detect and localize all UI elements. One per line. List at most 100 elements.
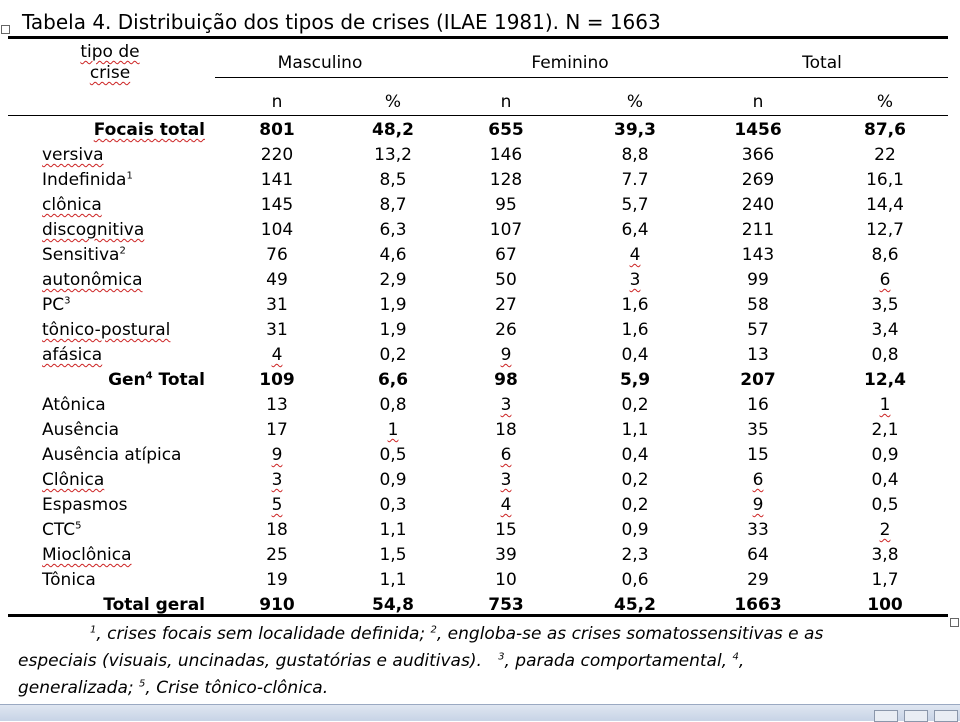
pct-header-masc: %: [384, 92, 402, 112]
row-label: Gen4 Total: [108, 370, 205, 390]
table-cell: 31: [266, 295, 288, 315]
table-cell: 3: [500, 470, 512, 490]
table-cell: 6: [752, 470, 764, 490]
table-cell: 207: [740, 370, 776, 390]
table-cell: 3,4: [871, 320, 899, 340]
row-label: Sensitiva2: [42, 245, 126, 265]
tipo-de-crise-header: tipo de crise: [80, 42, 140, 83]
table-cell: 4: [271, 345, 283, 365]
table-cell: 95: [495, 195, 517, 215]
table-cell: 39: [495, 545, 517, 565]
table-cell: 27: [495, 295, 517, 315]
table-title: Tabela 4. Distribuição dos tipos de cris…: [22, 10, 661, 34]
table-cell: 0,2: [621, 470, 649, 490]
table-cell: 7.7: [621, 170, 649, 190]
table-cell: 0,3: [379, 495, 407, 515]
table-cell: 8,6: [871, 245, 899, 265]
table-cell: 98: [494, 370, 518, 390]
table-cell: 1,7: [871, 570, 899, 590]
footnote-line-1: 1, crises focais sem localidade definida…: [90, 624, 824, 644]
table-cell: 15: [495, 520, 517, 540]
row-label: Mioclônica: [42, 545, 132, 565]
table-cell: 19: [266, 570, 288, 590]
table-cell: 9: [500, 345, 512, 365]
table-cell: 64: [747, 545, 769, 565]
table-cell: 0,9: [871, 445, 899, 465]
row-label: CTC5: [42, 520, 82, 540]
table-cell: 18: [495, 420, 517, 440]
table-cell: 9: [752, 495, 764, 515]
row-label: versiva: [42, 145, 104, 165]
row-label: afásica: [42, 345, 103, 365]
table-cell: 5: [271, 495, 283, 515]
table-cell: 0,5: [871, 495, 899, 515]
resize-handle-corner[interactable]: [950, 618, 959, 627]
table-cell: 0,2: [621, 395, 649, 415]
row-label: PC3: [42, 295, 71, 315]
table-cell: 12,7: [866, 220, 904, 240]
table-cell: 1,1: [379, 520, 407, 540]
table-cell: 141: [260, 170, 294, 190]
table-cell: 753: [488, 595, 524, 615]
table-cell: 910: [259, 595, 295, 615]
table-cell: 25: [266, 545, 288, 565]
table-cell: 16,1: [866, 170, 904, 190]
table-cell: 269: [741, 170, 775, 190]
table-cell: 14,4: [866, 195, 904, 215]
table-cell: 366: [741, 145, 775, 165]
row-label: Tônica: [42, 570, 96, 590]
table-cell: 4: [500, 495, 512, 515]
table-cell: 17: [266, 420, 288, 440]
table-cell: 1,6: [621, 295, 649, 315]
row-label: Total geral: [103, 595, 205, 615]
table-cell: 58: [747, 295, 769, 315]
table-cell: 29: [747, 570, 769, 590]
table-cell: 1,9: [379, 320, 407, 340]
table-cell: 4,6: [379, 245, 407, 265]
resize-handle[interactable]: [1, 25, 10, 34]
table-cell: 8,7: [379, 195, 407, 215]
table-cell: 128: [489, 170, 523, 190]
row-label: Focais total: [93, 120, 205, 140]
table-cell: 15: [747, 445, 769, 465]
masculino-header: Masculino: [277, 53, 363, 73]
table-cell: 48,2: [372, 120, 414, 140]
table-cell: 1456: [734, 120, 782, 140]
table-cell: 1,9: [379, 295, 407, 315]
view-normal-button[interactable]: [874, 710, 898, 722]
table-cell: 5,7: [621, 195, 649, 215]
table-cell: 240: [741, 195, 775, 215]
table-cell: 1: [879, 395, 891, 415]
table-cell: 145: [260, 195, 294, 215]
table-cell: 6,6: [377, 370, 409, 390]
table-cell: 16: [747, 395, 769, 415]
table-cell: 1,1: [379, 570, 407, 590]
table-cell: 1,1: [621, 420, 649, 440]
table-cell: 57: [747, 320, 769, 340]
table-cell: 2,3: [621, 545, 649, 565]
table-cell: 76: [266, 245, 288, 265]
view-sorter-button[interactable]: [904, 710, 928, 722]
table-cell: 1,6: [621, 320, 649, 340]
table-cell: 45,2: [614, 595, 656, 615]
table-cell: 31: [266, 320, 288, 340]
table-cell: 0,9: [379, 470, 407, 490]
table-cell: 0,8: [871, 345, 899, 365]
row-label: Ausência: [42, 420, 119, 440]
table-cell: 87,6: [864, 120, 906, 140]
table-cell: 6,3: [379, 220, 407, 240]
table-cell: 0,4: [621, 445, 649, 465]
table-cell: 146: [489, 145, 523, 165]
pct-header-fem: %: [626, 92, 644, 112]
table-cell: 50: [495, 270, 517, 290]
row-label: clônica: [42, 195, 102, 215]
table-cell: 13: [266, 395, 288, 415]
table-cell: 211: [741, 220, 775, 240]
table-cell: 1663: [734, 595, 782, 615]
table-cell: 5,9: [619, 370, 651, 390]
table-cell: 3: [629, 270, 641, 290]
table-cell: 0,5: [379, 445, 407, 465]
row-label: discognitiva: [42, 220, 145, 240]
view-slideshow-button[interactable]: [934, 710, 958, 722]
table-cell: 143: [741, 245, 775, 265]
